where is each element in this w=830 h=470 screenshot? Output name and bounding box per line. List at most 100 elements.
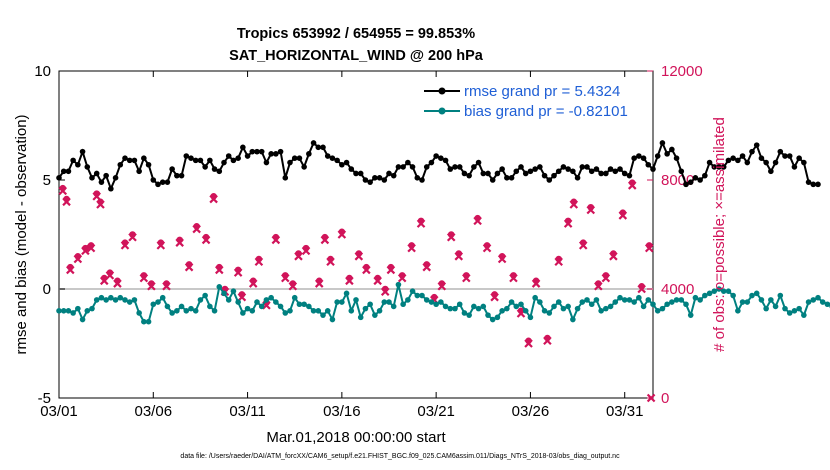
- rmse-point: [565, 166, 571, 172]
- assimilated-obs-marker: [105, 271, 115, 280]
- bias-point: [93, 297, 100, 303]
- assimilated-obs-marker: [86, 243, 96, 253]
- bias-point: [329, 316, 336, 323]
- bias-point: [777, 292, 784, 299]
- bias-point: [221, 290, 227, 297]
- assimilated-obs-marker: [462, 273, 471, 283]
- bias-point: [442, 303, 449, 310]
- bias-point: [687, 312, 694, 318]
- bias-point: [381, 299, 388, 305]
- rmse-point: [471, 164, 477, 170]
- bias-point: [815, 294, 821, 301]
- bias-point: [702, 292, 708, 299]
- bias-point: [395, 281, 402, 288]
- rmse-point: [617, 166, 623, 172]
- assimilated-obs-marker: [397, 273, 407, 283]
- bias-point: [301, 301, 307, 308]
- assimilated-obs-marker: [248, 279, 258, 288]
- rmse-point: [560, 164, 567, 170]
- rmse-point: [801, 159, 807, 166]
- assimilated-obs-marker: [162, 281, 171, 291]
- rmse-point: [282, 175, 289, 181]
- rmse-point: [216, 168, 223, 175]
- bias-point: [277, 303, 284, 310]
- rmse-point: [348, 166, 355, 172]
- bias-point: [216, 284, 223, 290]
- legend-label-rmse: rmse grand pr = 5.4324: [464, 83, 620, 100]
- rmse-point: [763, 159, 769, 166]
- bias-point: [348, 308, 355, 314]
- assimilated-obs-marker: [586, 205, 596, 215]
- assimilated-obs-marker: [294, 252, 303, 261]
- rmse-point: [202, 164, 208, 170]
- bias-point: [735, 308, 741, 314]
- bias-point: [499, 308, 505, 314]
- rmse-point: [786, 153, 793, 159]
- assimilated-obs-marker: [531, 279, 541, 288]
- bias-point: [654, 308, 661, 314]
- bias-point: [320, 312, 326, 318]
- rmse-point: [537, 164, 543, 170]
- rmse-point: [306, 151, 312, 157]
- bias-point: [108, 294, 114, 301]
- assimilated-obs-marker: [215, 265, 224, 275]
- rmse-point: [395, 164, 402, 170]
- bias-point: [164, 303, 171, 310]
- bias-point: [273, 299, 279, 305]
- bias-point: [192, 308, 199, 314]
- rmse-point: [631, 155, 637, 161]
- rmse-point: [315, 144, 322, 151]
- rmse-point: [178, 172, 185, 179]
- rmse-point: [640, 155, 647, 161]
- rmse-point: [372, 175, 378, 181]
- rmse-point: [664, 151, 670, 157]
- assimilated-obs-marker: [201, 235, 211, 245]
- bias-point: [287, 308, 293, 314]
- bias-point: [518, 301, 524, 308]
- assimilated-obs-marker: [380, 287, 390, 297]
- rmse-point: [310, 140, 317, 146]
- rmse-point: [84, 164, 91, 170]
- bias-point: [598, 308, 604, 314]
- bias-point: [310, 308, 317, 314]
- bias-point: [178, 303, 185, 310]
- rmse-point: [329, 155, 336, 161]
- rmse-point: [159, 179, 166, 185]
- bias-point: [244, 305, 251, 312]
- bias-point: [103, 297, 109, 303]
- rmse-point: [211, 166, 218, 172]
- assimilated-obs-marker: [354, 252, 364, 261]
- bias-point: [636, 294, 642, 301]
- assimilated-obs-marker: [386, 265, 396, 275]
- bias-point: [159, 294, 166, 301]
- bias-point: [626, 297, 633, 303]
- rmse-point: [150, 177, 157, 183]
- bias-point: [84, 308, 91, 314]
- bias-point: [673, 297, 680, 303]
- assimilated-obs-marker: [490, 292, 499, 302]
- assimilated-obs-marker: [326, 257, 335, 267]
- bias-point: [230, 288, 237, 294]
- bias-point: [456, 301, 463, 308]
- assimilated-obs-marker: [407, 243, 416, 253]
- assimilated-obs-marker: [254, 257, 264, 267]
- bias-point: [268, 294, 274, 301]
- assimilated-obs-marker: [473, 216, 482, 226]
- bias-point: [659, 305, 666, 312]
- rmse-point: [414, 175, 421, 181]
- rmse-point: [805, 179, 812, 185]
- assimilated-obs-marker: [637, 284, 646, 294]
- bias-point: [494, 314, 501, 321]
- y-tick-label: 5: [43, 172, 51, 189]
- bias-point: [819, 299, 826, 305]
- bias-point: [772, 303, 779, 310]
- bias-point: [376, 308, 383, 314]
- bias-point: [117, 294, 124, 301]
- bias-point: [324, 308, 331, 314]
- bias-point: [136, 310, 142, 316]
- legend-label-bias: bias grand pr = -0.82101: [464, 103, 628, 120]
- rmse-point: [376, 175, 383, 181]
- rmse-point: [461, 170, 468, 177]
- assimilated-obs-marker: [62, 197, 71, 207]
- assimilated-obs-marker: [554, 257, 563, 267]
